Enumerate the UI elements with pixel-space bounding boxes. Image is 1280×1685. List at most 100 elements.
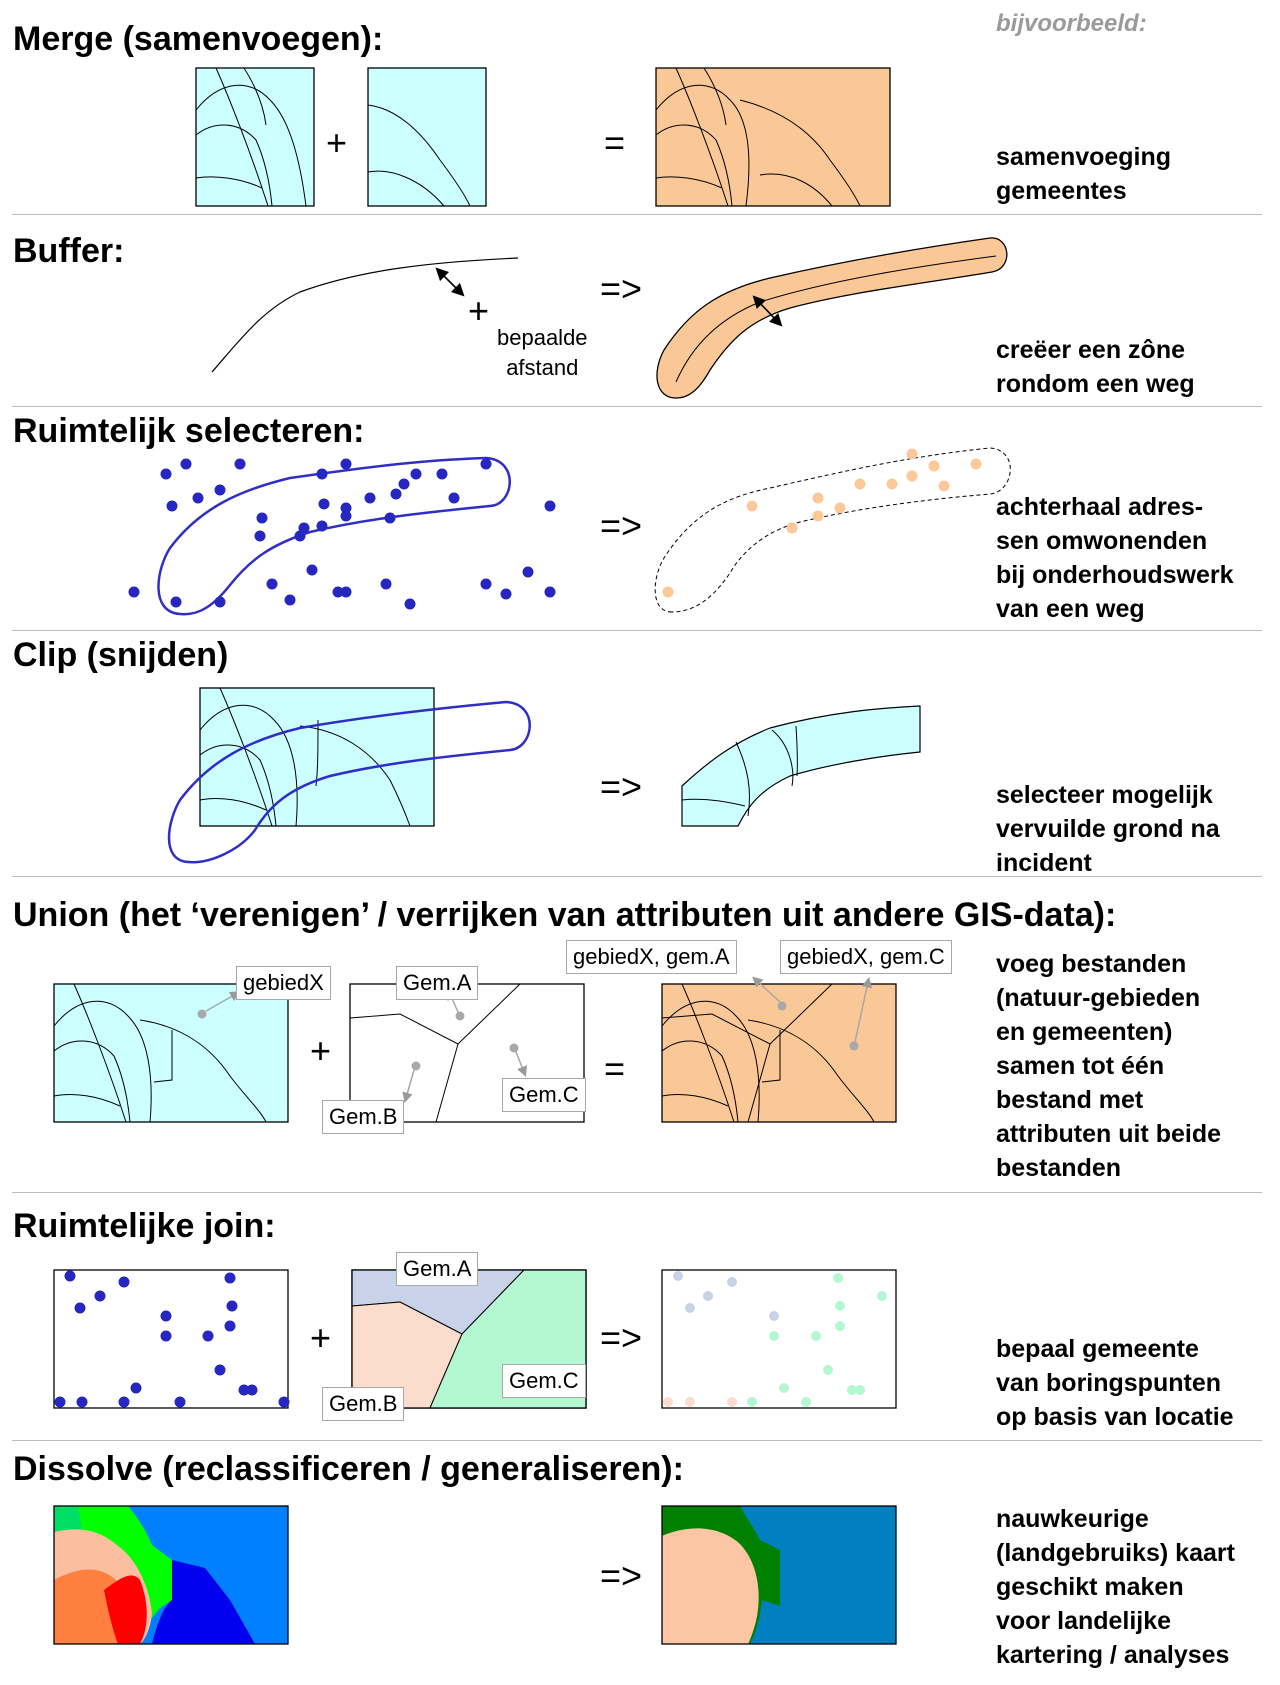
join-points-map — [53, 1269, 289, 1409]
select-point — [480, 458, 492, 470]
select-point — [410, 468, 422, 480]
merge-title: Merge (samenvoegen): — [13, 20, 384, 58]
join-point — [226, 1300, 238, 1312]
select-result-point — [906, 448, 918, 460]
union-label-gebiedx: gebiedX — [236, 966, 331, 1000]
join-result-point — [811, 1331, 821, 1341]
join-label-gem-c: Gem.C — [502, 1364, 586, 1398]
join-result-point — [663, 1397, 673, 1407]
merge-map-right — [367, 67, 487, 207]
join-point — [278, 1396, 290, 1408]
select-point — [254, 530, 266, 542]
select-result-point — [786, 522, 798, 534]
join-result-point — [769, 1331, 779, 1341]
join-result-point — [685, 1303, 695, 1313]
union-equals-operator: = — [604, 1048, 626, 1089]
select-buffer-outline — [157, 456, 511, 616]
join-point — [214, 1364, 226, 1376]
separator — [12, 876, 1262, 877]
clip-input-map — [199, 687, 435, 827]
join-point — [118, 1396, 130, 1408]
select-result-outline — [654, 447, 1011, 613]
select-point — [266, 578, 278, 590]
select-point — [306, 564, 318, 576]
select-point — [448, 492, 460, 504]
merge-equals-operator: = — [604, 122, 626, 163]
select-result-point — [970, 458, 982, 470]
select-point — [522, 566, 534, 578]
select-point — [180, 458, 192, 470]
select-point — [436, 468, 448, 480]
select-result-point — [854, 478, 866, 490]
select-arrow-operator: => — [600, 505, 643, 546]
select-result-point — [938, 480, 950, 492]
select-points — [128, 458, 556, 610]
join-result-point — [835, 1301, 845, 1311]
select-point — [214, 596, 226, 608]
join-point — [246, 1384, 258, 1396]
select-point — [332, 586, 344, 598]
separator — [12, 630, 1262, 631]
select-result-point — [746, 500, 758, 512]
select-result-point — [928, 460, 940, 472]
buffer-description: creëer een zône rondom een weg — [996, 336, 1195, 398]
join-result-point — [769, 1311, 779, 1321]
select-point — [170, 596, 182, 608]
union-nature-map — [53, 983, 289, 1123]
join-label-gem-b: Gem.B — [322, 1387, 405, 1421]
example-label: bijvoorbeeld: — [996, 10, 1147, 37]
join-result-map — [661, 1269, 897, 1409]
buffer-plus-operator: + — [468, 290, 490, 331]
join-point — [238, 1384, 250, 1396]
join-result-point — [673, 1271, 683, 1281]
select-point — [340, 502, 352, 514]
buffer-distance-note: bepaalde afstand — [497, 325, 588, 380]
select-point — [284, 594, 296, 606]
merge-description: samenvoeging gemeentes — [996, 143, 1172, 205]
join-point — [74, 1302, 86, 1314]
select-result-point — [812, 492, 824, 504]
select-point — [340, 510, 352, 522]
clip-description: selecteer mogelijk vervuilde grond na inci… — [996, 781, 1220, 877]
select-point — [316, 520, 328, 532]
separator — [12, 1440, 1262, 1441]
join-result-point — [833, 1273, 843, 1283]
dissolve-arrow-operator: => — [600, 1555, 643, 1596]
select-point — [340, 586, 352, 598]
join-result-point — [877, 1291, 887, 1301]
union-description: voeg bestanden (natuur-gebieden en gemeent… — [996, 950, 1221, 1182]
select-point — [384, 512, 396, 524]
dissolve-title: Dissolve (reclassificeren / generalisere… — [13, 1450, 684, 1488]
select-point — [160, 468, 172, 480]
select-result-point — [906, 470, 918, 482]
buffer-title: Buffer: — [13, 232, 125, 270]
select-point — [298, 522, 310, 534]
join-result-point — [801, 1397, 811, 1407]
clip-title: Clip (snijden) — [13, 636, 229, 674]
spatial-select-description: achterhaal adres-sen omwonenden bij onder… — [996, 493, 1234, 623]
join-point — [64, 1270, 76, 1282]
join-result-point — [779, 1383, 789, 1393]
join-point — [160, 1330, 172, 1342]
join-result-point — [823, 1365, 833, 1375]
join-point — [224, 1272, 236, 1284]
select-result-points — [662, 448, 982, 598]
separator — [12, 214, 1262, 215]
separator — [12, 1192, 1262, 1193]
select-point — [364, 492, 376, 504]
merge-map-result — [655, 67, 891, 207]
merge-plus-operator: + — [326, 122, 348, 163]
join-result-point — [685, 1397, 695, 1407]
select-point — [500, 588, 512, 600]
dissolve-description: nauwkeurige (landgebruiks) kaart geschikt … — [996, 1505, 1235, 1669]
union-label-gem-a: Gem.A — [396, 966, 479, 1000]
merge-map-left — [195, 67, 315, 207]
select-result-point — [812, 510, 824, 522]
join-point — [76, 1396, 88, 1408]
select-result-point — [834, 502, 846, 514]
join-point — [94, 1290, 106, 1302]
join-result-point — [703, 1291, 713, 1301]
spatial-join-title: Ruimtelijke join: — [13, 1207, 276, 1245]
select-point — [318, 498, 330, 510]
